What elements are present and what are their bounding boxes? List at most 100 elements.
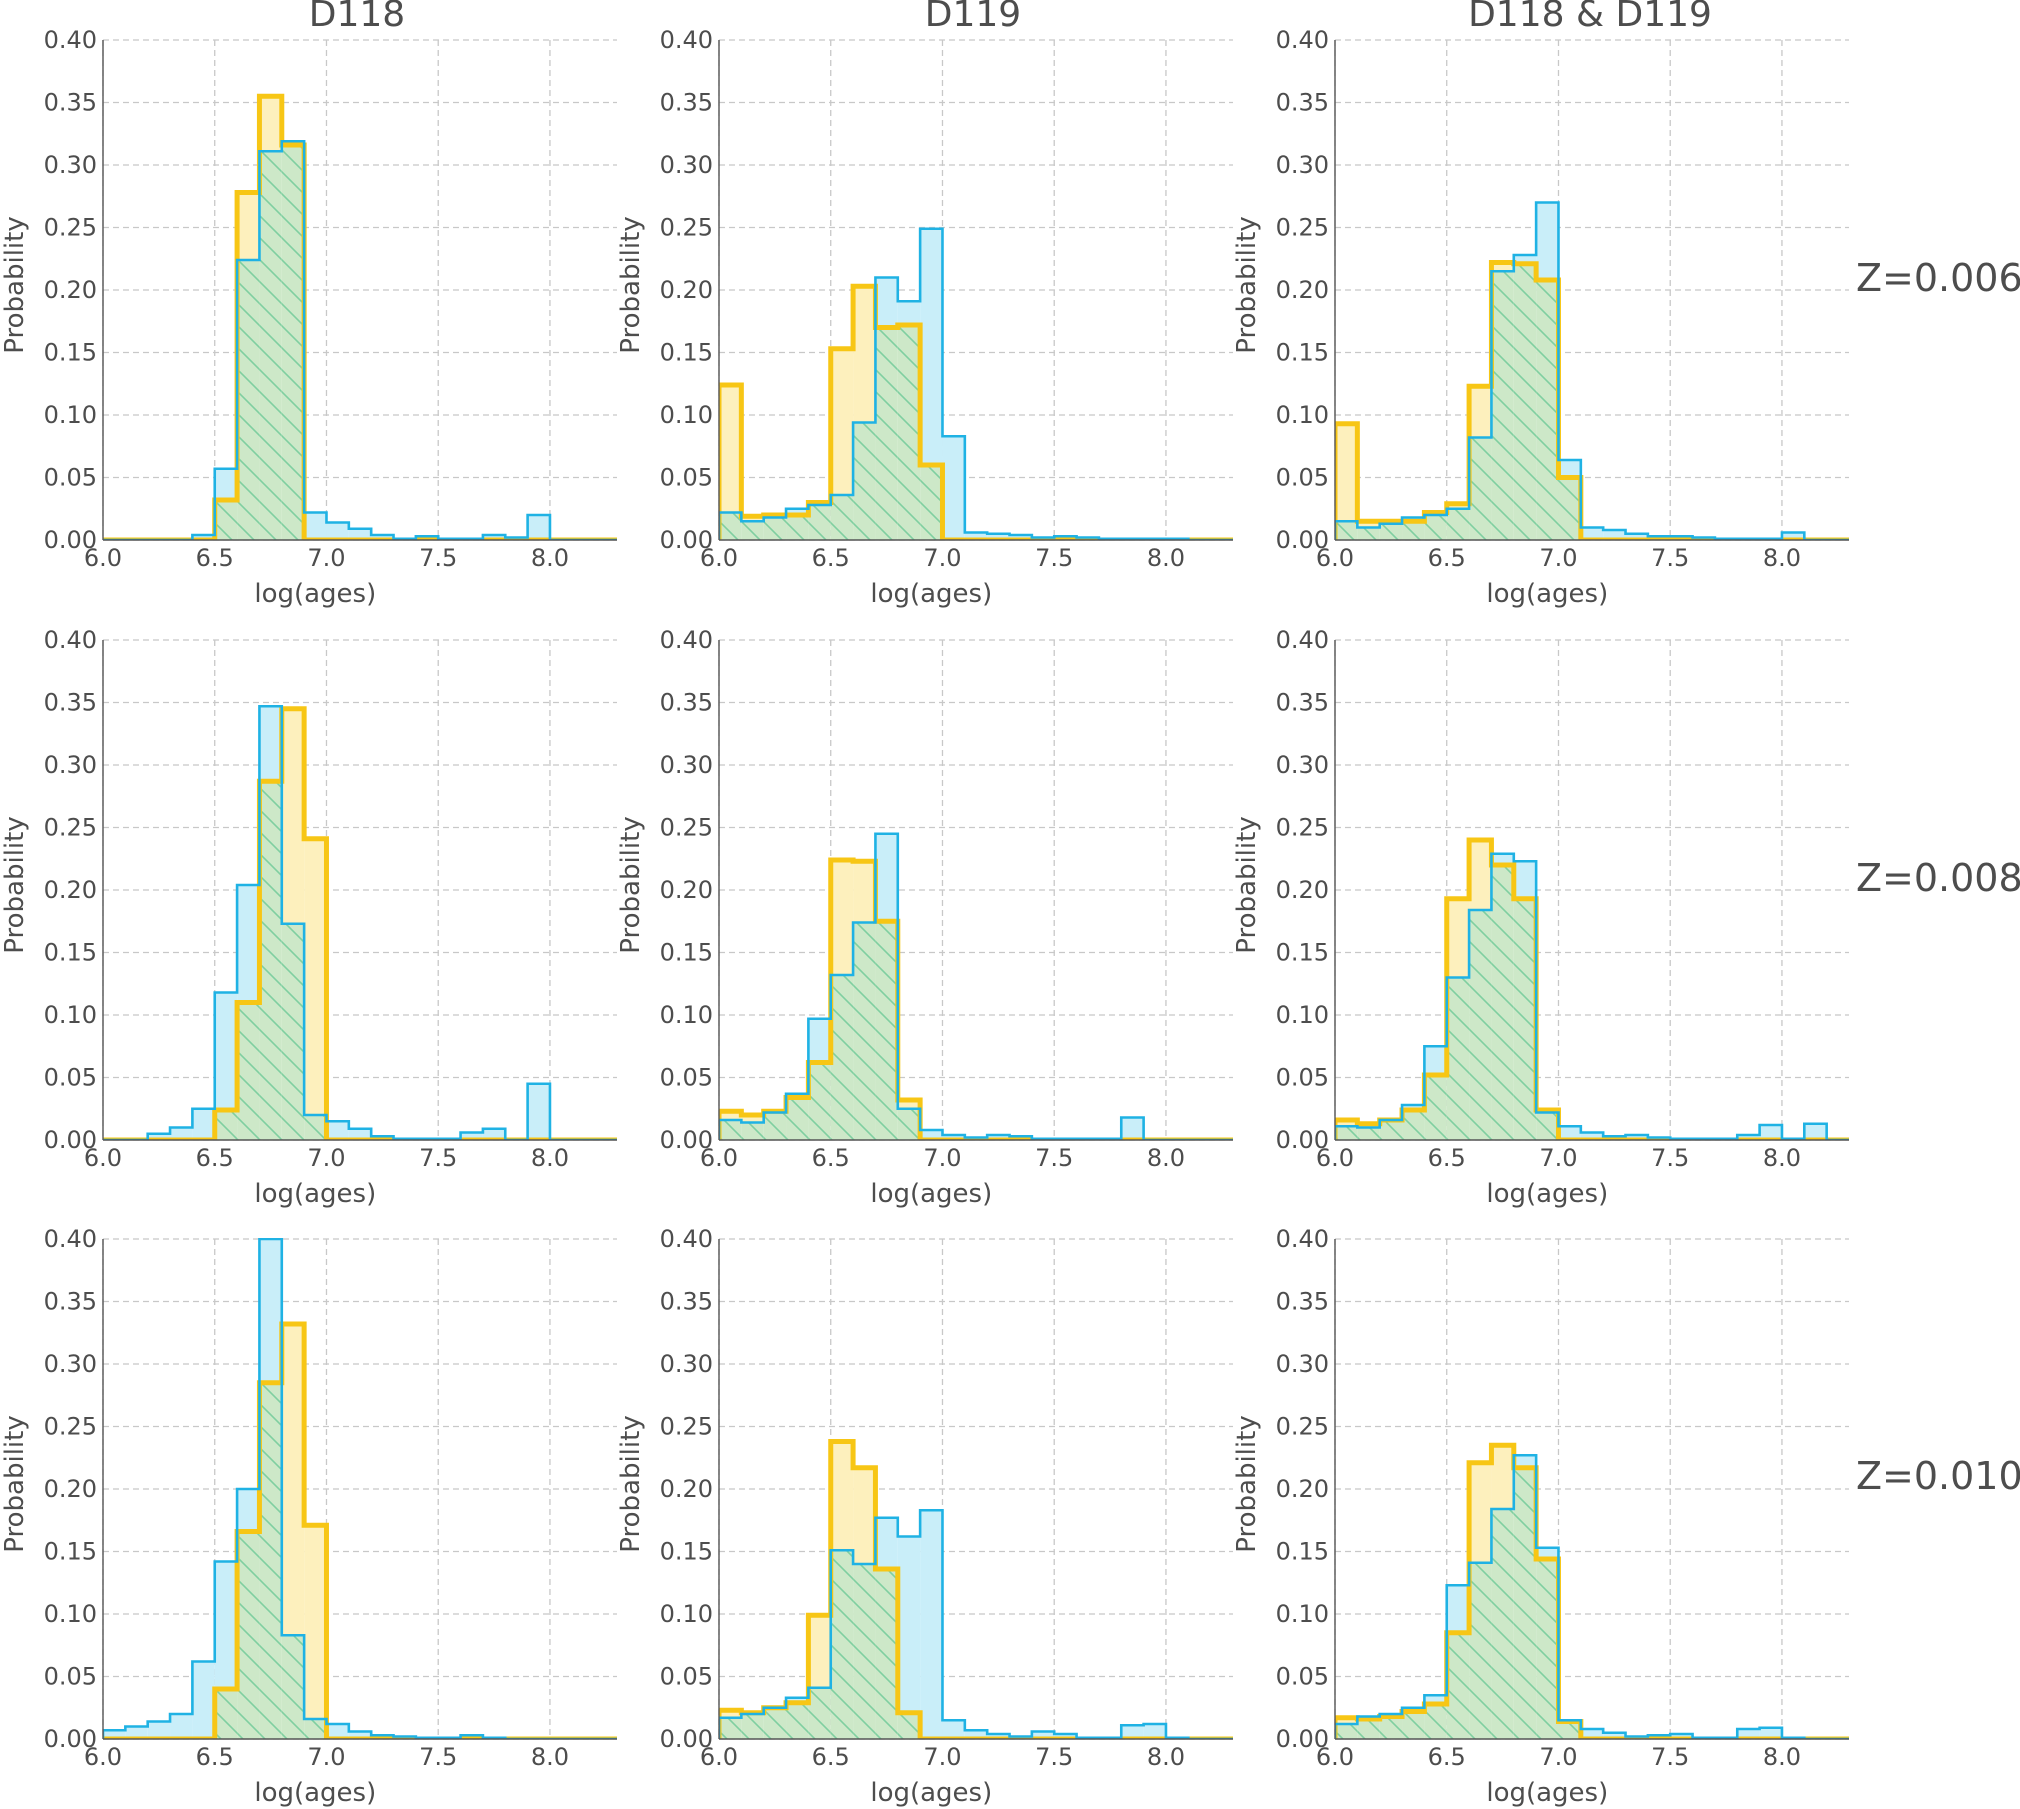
blue-bar xyxy=(527,1083,550,1140)
y-tick-label: 0.25 xyxy=(660,814,713,842)
blue-bar xyxy=(1737,1729,1760,1739)
y-tick-label: 0.35 xyxy=(660,89,713,117)
y-tick-label: 0.25 xyxy=(1276,214,1329,242)
x-axis-label: log(ages) xyxy=(1486,1179,1608,1209)
yellow-bar xyxy=(830,860,854,975)
overlap-hatch xyxy=(808,505,831,540)
y-tick-label: 0.05 xyxy=(1276,1663,1329,1691)
x-tick-label: 6.0 xyxy=(84,1743,122,1771)
overlap-hatch xyxy=(237,1002,260,1140)
overlap-hatch xyxy=(1335,1724,1358,1739)
yellow-bar xyxy=(1335,423,1358,522)
y-tick-label: 0.25 xyxy=(1276,814,1329,842)
row-labels: Z=0.006 Z=0.008 Z=0.010 xyxy=(1856,256,2020,1498)
y-axis-label: Probability xyxy=(1232,216,1262,353)
yellow-bar xyxy=(1491,262,1514,272)
x-tick-label: 7.5 xyxy=(1035,1743,1073,1771)
y-tick-label: 0.15 xyxy=(44,939,97,967)
overlap-hatch xyxy=(214,500,238,540)
y-tick-label: 0.05 xyxy=(660,1663,713,1691)
row-label-2: Z=0.008 xyxy=(1856,856,2020,900)
histogram-bars xyxy=(1335,840,1827,1140)
y-tick-label: 0.10 xyxy=(660,1600,713,1628)
overlap-hatch xyxy=(281,1635,305,1739)
y-tick-label: 0.00 xyxy=(660,526,713,554)
overlap-hatch xyxy=(763,517,787,540)
y-tick-label: 0.30 xyxy=(660,1350,713,1378)
blue-bar xyxy=(1759,1125,1782,1140)
yellow-series-line xyxy=(719,857,1233,1140)
y-tick-label: 0.00 xyxy=(1276,526,1329,554)
blue-bar xyxy=(875,833,898,922)
x-tick-label: 7.0 xyxy=(1539,1743,1577,1771)
overlap-hatch xyxy=(1424,1075,1447,1140)
x-tick-label: 8.0 xyxy=(531,544,569,572)
y-tick-label: 0.10 xyxy=(1276,401,1329,429)
overlap-hatch xyxy=(1402,521,1425,540)
y-tick-label: 0.00 xyxy=(44,526,97,554)
overlap-hatch xyxy=(259,151,282,540)
y-tick-label: 0.20 xyxy=(660,1475,713,1503)
y-tick-label: 0.15 xyxy=(44,339,97,367)
blue-bar xyxy=(964,1730,988,1739)
y-tick-label: 0.20 xyxy=(660,876,713,904)
y-tick-label: 0.40 xyxy=(44,26,97,54)
y-tick-label: 0.10 xyxy=(660,401,713,429)
blue-bar xyxy=(103,1730,126,1739)
y-tick-label: 0.00 xyxy=(660,1725,713,1753)
y-tick-label: 0.15 xyxy=(1276,1538,1329,1566)
x-tick-label: 8.0 xyxy=(1147,1743,1185,1771)
yellow-bar xyxy=(808,1615,831,1688)
x-tick-label: 7.5 xyxy=(419,1743,457,1771)
overlap-hatch xyxy=(1335,1126,1358,1140)
x-tick-label: 7.0 xyxy=(307,544,345,572)
histogram-bars xyxy=(192,96,550,540)
row-label-1: Z=0.006 xyxy=(1856,256,2020,300)
overlap-hatch xyxy=(853,922,876,1140)
blue-bar xyxy=(192,1108,215,1140)
blue-series-line xyxy=(103,139,617,540)
y-tick-label: 0.10 xyxy=(44,1001,97,1029)
yellow-bar xyxy=(719,1111,742,1120)
yellow-series-line xyxy=(1335,837,1849,1140)
overlap-hatch xyxy=(304,1719,327,1739)
histogram-bars xyxy=(719,833,1144,1140)
blue-series-line xyxy=(103,1238,617,1739)
blue-bar xyxy=(170,1127,193,1140)
blue-bar xyxy=(1603,530,1626,540)
x-tick-label: 8.0 xyxy=(1763,1144,1801,1172)
blue-bar xyxy=(897,1536,921,1713)
x-tick-label: 8.0 xyxy=(1763,544,1801,572)
overlap-hatch xyxy=(1469,437,1492,540)
x-tick-label: 7.0 xyxy=(307,1743,345,1771)
y-tick-label: 0.35 xyxy=(660,1288,713,1316)
overlap-hatch xyxy=(853,1564,876,1739)
yellow-bar xyxy=(1446,898,1470,978)
overlap-hatch xyxy=(1446,1632,1470,1739)
x-axis-label: log(ages) xyxy=(1486,1778,1608,1808)
x-tick-label: 6.5 xyxy=(1428,1743,1466,1771)
overlap-hatch xyxy=(741,1122,764,1140)
overlap-hatch xyxy=(897,325,921,540)
overlap-hatch xyxy=(897,1712,921,1739)
blue-bar xyxy=(170,1714,193,1739)
overlap-hatch xyxy=(1513,263,1537,540)
yellow-bar xyxy=(1491,1445,1514,1509)
y-tick-label: 0.00 xyxy=(44,1126,97,1154)
yellow-bar xyxy=(281,708,305,924)
yellow-bar xyxy=(304,838,327,1115)
y-axis-label: Probability xyxy=(616,1415,646,1552)
overlap-hatch xyxy=(741,521,764,540)
y-tick-label: 0.15 xyxy=(660,1538,713,1566)
y-tick-label: 0.20 xyxy=(44,876,97,904)
overlap-hatch xyxy=(808,1687,831,1739)
y-tick-label: 0.30 xyxy=(44,751,97,779)
y-tick-label: 0.00 xyxy=(660,1126,713,1154)
overlap-hatch xyxy=(1379,523,1403,540)
y-tick-label: 0.05 xyxy=(44,1663,97,1691)
x-tick-label: 6.5 xyxy=(1428,1144,1466,1172)
y-axis-label: Probability xyxy=(1232,816,1262,953)
overlap-hatch xyxy=(719,1717,742,1739)
x-axis-label: log(ages) xyxy=(254,1179,376,1209)
overlap-hatch xyxy=(1491,865,1514,1140)
